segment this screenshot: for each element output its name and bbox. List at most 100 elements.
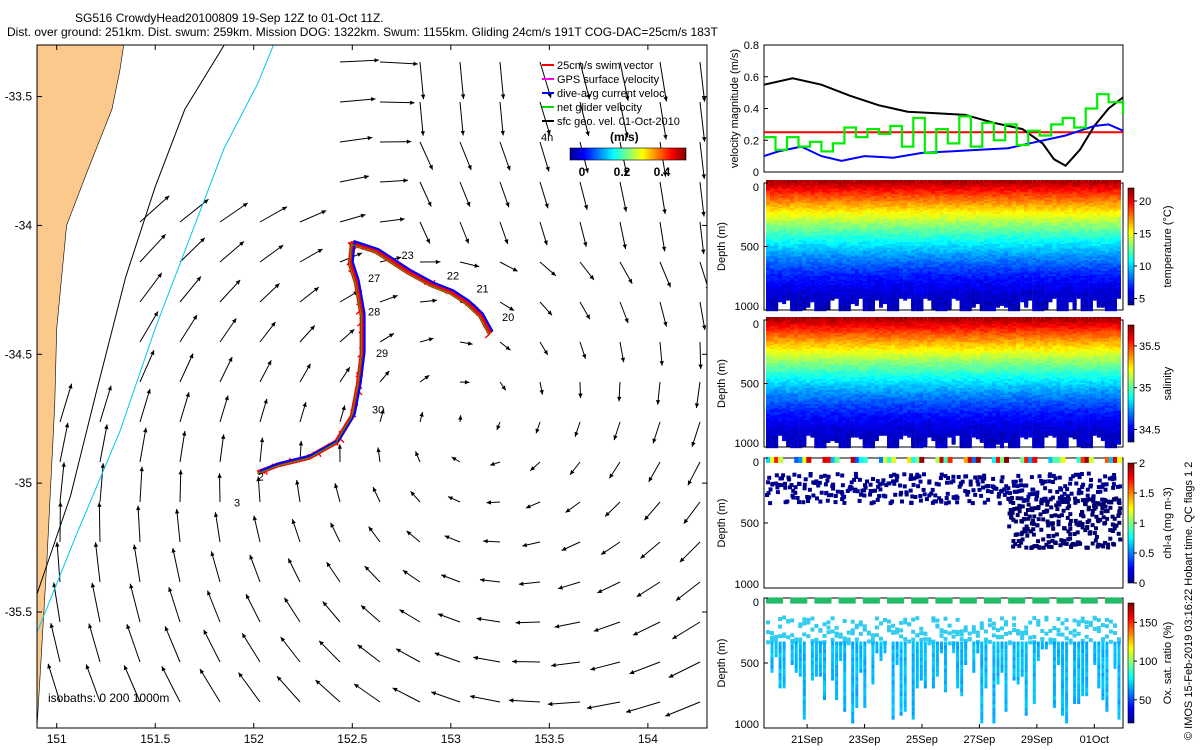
velocity-vector bbox=[238, 672, 261, 703]
velocity-vector-head bbox=[143, 427, 148, 433]
velocity-vector bbox=[168, 586, 181, 623]
velocity-vector-head bbox=[380, 408, 385, 414]
velocity-vector bbox=[434, 652, 461, 663]
velocity-vector bbox=[665, 701, 701, 717]
velocity-vector bbox=[139, 388, 151, 423]
velocity-vector-head bbox=[574, 431, 579, 437]
profile-sample bbox=[818, 306, 823, 312]
velocity-vector-head bbox=[583, 241, 588, 247]
velocity-vector-head bbox=[302, 402, 307, 408]
velocity-vector-head bbox=[280, 637, 286, 642]
swim-vector bbox=[391, 260, 396, 264]
velocity-vector bbox=[137, 505, 141, 543]
velocity-y-tick-label: 0.8 bbox=[744, 40, 759, 52]
velocity-vector-head bbox=[448, 496, 453, 501]
velocity-vector-head bbox=[547, 93, 552, 98]
velocity-vector-head bbox=[213, 512, 219, 517]
velocity-vector-head bbox=[317, 249, 323, 254]
profile-sample bbox=[951, 293, 956, 299]
velocity-vector-head bbox=[419, 412, 424, 417]
velocity-vector-head bbox=[235, 279, 241, 285]
track-day-label: 28 bbox=[368, 307, 380, 319]
velocity-vector-head bbox=[410, 491, 416, 497]
velocity-vector-head bbox=[93, 542, 99, 547]
velocity-vector-head bbox=[701, 97, 707, 102]
velocity-vector-head bbox=[435, 259, 441, 265]
velocity-vector-head bbox=[100, 463, 105, 468]
profile-sample bbox=[923, 293, 928, 299]
velocity-vector-head bbox=[437, 613, 443, 618]
velocity-vector-head bbox=[659, 361, 664, 366]
velocity-vector-head bbox=[593, 627, 599, 632]
profile-sample bbox=[802, 304, 807, 310]
profile-sample bbox=[814, 306, 819, 312]
profile-sample bbox=[967, 306, 972, 312]
profile-sample bbox=[830, 295, 835, 301]
velocity-vector bbox=[249, 554, 261, 583]
velocity-vector-head bbox=[146, 388, 151, 394]
velocity-vector-head bbox=[376, 447, 381, 453]
isobath-200m bbox=[37, 45, 274, 633]
velocity-vector-head bbox=[361, 605, 366, 610]
swim-vector bbox=[447, 290, 452, 293]
swim-vector bbox=[338, 430, 343, 434]
velocity-vector bbox=[499, 141, 511, 171]
velocity-vector bbox=[299, 210, 327, 223]
velocity-vector-head bbox=[284, 597, 289, 603]
map-x-tick-label: 151 bbox=[47, 732, 67, 746]
profile-sample bbox=[891, 306, 896, 312]
velocity-y-tick-label: 0.2 bbox=[744, 135, 759, 147]
velocity-vector-head bbox=[464, 380, 470, 385]
velocity-vector bbox=[179, 392, 190, 423]
velocity-vector bbox=[95, 542, 101, 583]
velocity-vector-head bbox=[217, 473, 222, 478]
velocity-vector bbox=[59, 422, 69, 463]
track-day-label: 29 bbox=[376, 348, 388, 360]
velocity-vector bbox=[219, 434, 225, 463]
track-day-label: 3 bbox=[234, 497, 240, 509]
velocity-vector bbox=[214, 512, 221, 543]
velocity-vector-head bbox=[701, 249, 706, 255]
velocity-vector bbox=[619, 101, 628, 138]
profile-sample bbox=[883, 299, 887, 305]
velocity-vector bbox=[672, 621, 701, 640]
map-x-tick-label: 153.5 bbox=[534, 732, 564, 746]
velocity-vector-head bbox=[150, 350, 155, 356]
velocity-vector-head bbox=[701, 137, 707, 142]
velocity-vector bbox=[339, 98, 376, 103]
profile-sample bbox=[887, 306, 891, 312]
velocity-vector-head bbox=[58, 502, 63, 507]
velocity-vector bbox=[245, 593, 261, 623]
velocity-vector-head bbox=[672, 634, 678, 639]
velocity-vector-head bbox=[500, 130, 505, 136]
velocity-vector bbox=[207, 590, 221, 623]
profile-sample bbox=[798, 306, 803, 312]
net-glider-velocity-line bbox=[256, 243, 490, 475]
velocity-vector-head bbox=[543, 240, 548, 246]
velocity-vector-head bbox=[584, 168, 589, 173]
velocity-vector bbox=[219, 241, 245, 263]
velocity-vector bbox=[699, 61, 706, 102]
velocity-vector-head bbox=[470, 694, 475, 700]
velocity-vector-head bbox=[203, 629, 208, 635]
velocity-vector bbox=[139, 349, 155, 383]
velocity-vector-head bbox=[663, 134, 668, 140]
velocity-vector-head bbox=[337, 444, 342, 449]
velocity-vector-head bbox=[428, 337, 434, 342]
velocity-vector bbox=[473, 656, 501, 663]
velocity-vector-head bbox=[701, 174, 706, 179]
velocity-vector bbox=[241, 633, 261, 663]
velocity-vector bbox=[283, 597, 301, 623]
velocity-vector bbox=[699, 101, 706, 142]
velocity-vector bbox=[590, 661, 621, 671]
velocity-vector-head bbox=[586, 705, 592, 710]
velocity-vector-head bbox=[501, 385, 506, 391]
profile-sample bbox=[866, 306, 871, 312]
profile-sample bbox=[939, 306, 944, 312]
velocity-vector-head bbox=[640, 553, 646, 559]
velocity-vector-head bbox=[679, 557, 685, 563]
velocity-vector bbox=[419, 61, 424, 100]
velocity-vector-head bbox=[298, 440, 304, 446]
velocity-vector-head bbox=[271, 321, 276, 327]
velocity-vector-head bbox=[282, 206, 287, 211]
